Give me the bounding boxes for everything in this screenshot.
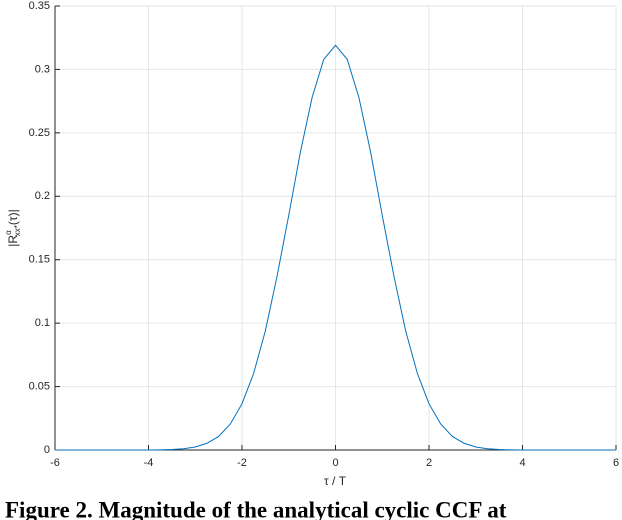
x-tick-label: -6 (50, 457, 60, 469)
y-tick-label: 0.35 (29, 0, 50, 12)
y-tick-label: 0.05 (29, 380, 50, 392)
y-label-sub: xx* (13, 225, 22, 236)
x-tick-label: 2 (426, 457, 432, 469)
y-tick-label: 0.15 (29, 254, 50, 266)
grid (54, 5, 617, 451)
y-axis-label: |Rαxx*(τ)| (4, 209, 22, 246)
y-label-base: |R (6, 235, 20, 247)
x-axis-label: τ / T (324, 474, 347, 488)
x-tick-label: 6 (613, 457, 619, 469)
x-tick-label: 4 (519, 457, 525, 469)
y-tick-label: 0 (44, 444, 50, 456)
y-tick-label: 0.3 (35, 63, 50, 75)
y-tick-label: 0.2 (35, 190, 50, 202)
caption: Figure 2. Magnitude of the analytical cy… (5, 497, 507, 520)
x-tick-label: 0 (332, 457, 338, 469)
x-tick-label: -4 (144, 457, 154, 469)
y-label-tail: (τ)| (6, 209, 20, 225)
y-tick-label: 0.1 (35, 317, 50, 329)
y-tick-label: 0.25 (29, 127, 50, 139)
y-label-sup: α (4, 230, 13, 235)
x-tick-label: -2 (237, 457, 247, 469)
line (55, 44, 616, 451)
